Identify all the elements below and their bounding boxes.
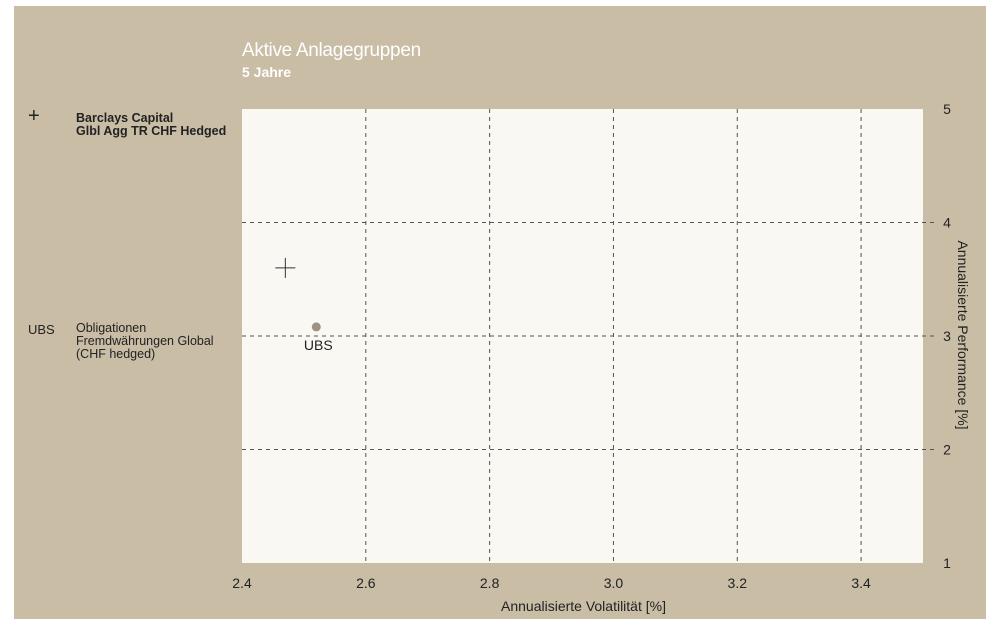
y-tick-label: 5 bbox=[943, 101, 951, 117]
x-axis-label: Annualisierte Volatilität [%] bbox=[501, 598, 666, 614]
legend-entry-benchmark: Barclays Capital Glbl Agg TR CHF Hedged bbox=[76, 112, 226, 138]
x-tick-label: 3.0 bbox=[604, 575, 624, 591]
legend-line: Barclays Capital bbox=[76, 111, 174, 125]
legend-line: Obligationen bbox=[76, 321, 147, 335]
data-point-dot bbox=[311, 322, 321, 332]
data-point-cross bbox=[275, 257, 296, 278]
y-tick-label: 3 bbox=[943, 328, 951, 344]
legend-marker-ubs: UBS bbox=[28, 322, 55, 337]
y-tick-label: 2 bbox=[943, 442, 951, 458]
legend-marker-cross: + bbox=[28, 105, 40, 127]
y-axis-label: Annualisierte Performance [%] bbox=[955, 240, 971, 429]
y-tick-label: 1 bbox=[943, 555, 951, 571]
x-tick-label: 2.4 bbox=[232, 575, 252, 591]
legend-entry-ubs: Obligationen Fremdwährungen Global (CHF … bbox=[76, 322, 214, 361]
x-tick-label: 2.6 bbox=[356, 575, 376, 591]
data-point-label: UBS bbox=[304, 337, 333, 353]
x-tick-label: 3.4 bbox=[851, 575, 871, 591]
chart-title: Aktive Anlagegruppen bbox=[242, 40, 421, 61]
legend-line: (CHF hedged) bbox=[76, 347, 156, 361]
x-tick-label: 2.8 bbox=[480, 575, 500, 591]
legend-line: Fremdwährungen Global bbox=[76, 334, 214, 348]
chart-subtitle: 5 Jahre bbox=[242, 64, 292, 80]
y-tick-label: 4 bbox=[943, 215, 951, 231]
x-tick-label: 3.2 bbox=[728, 575, 748, 591]
legend-line: Glbl Agg TR CHF Hedged bbox=[76, 124, 227, 138]
